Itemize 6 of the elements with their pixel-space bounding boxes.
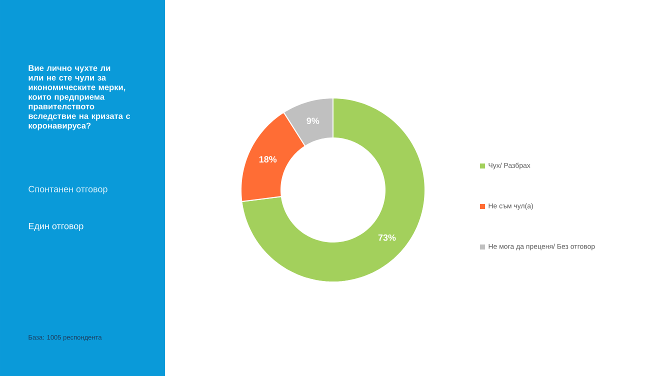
data-label: 18%: [259, 156, 277, 163]
text: Вие лично чухте ли или не сте чули за икономическите мерки, които предприема правителството вследствие на кризата с коронавируса?: [28, 65, 130, 130]
text: Спонтанен отговор: [28, 186, 108, 194]
text: Един отговор: [28, 222, 84, 232]
data-label: 73%: [378, 234, 396, 241]
data-label: 9%: [306, 118, 320, 124]
